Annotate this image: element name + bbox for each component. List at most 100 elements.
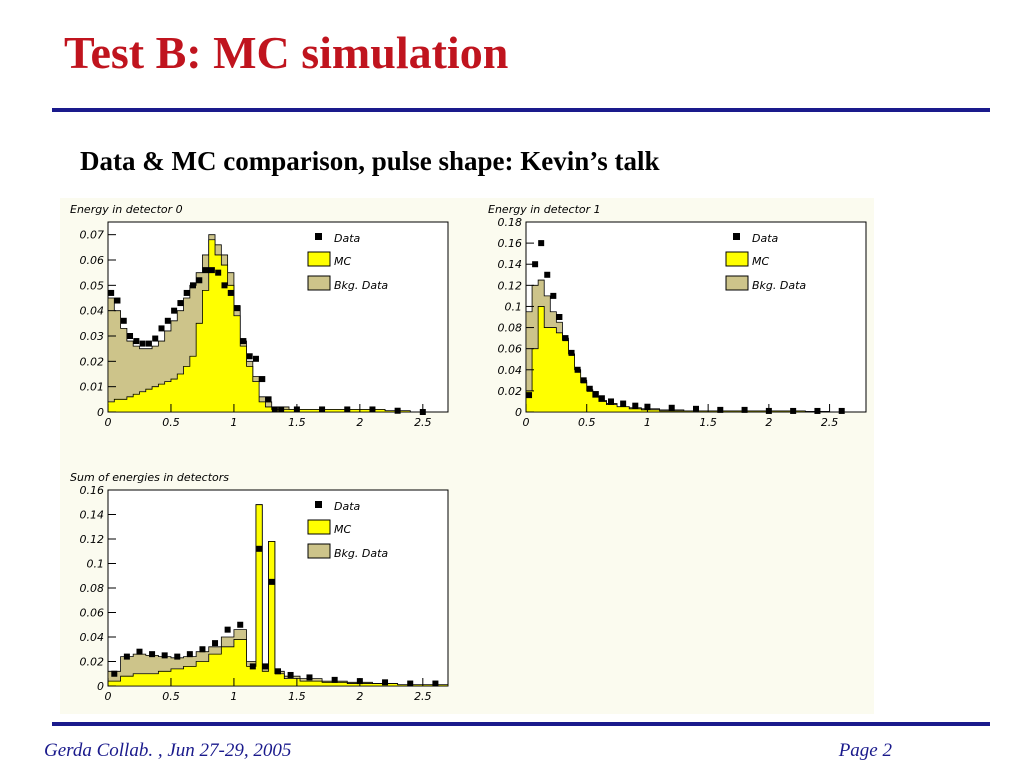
data-point <box>526 392 533 399</box>
data-point <box>382 679 389 686</box>
y-tick-label: 0.16 <box>498 237 523 250</box>
histogram-2: Sum of energies in detectors 0 0.02 0.04 0.0… <box>70 471 449 703</box>
x-tick-label: 0.5 <box>162 690 180 703</box>
data-point <box>407 680 414 687</box>
data-point <box>741 406 748 413</box>
y-tick-label: 0.16 <box>80 484 105 497</box>
figure-panel: Energy in detector 0 0 0.01 0.02 0.03 0.04 0.0… <box>60 198 874 714</box>
x-tick-label: 0 <box>523 416 530 429</box>
data-point <box>139 340 146 347</box>
data-point <box>568 349 575 356</box>
data-point <box>574 366 581 373</box>
x-tick-label: 1 <box>230 416 237 429</box>
x-tick-label: 2 <box>356 690 363 703</box>
x-tick-label: 0.5 <box>578 416 596 429</box>
data-point <box>123 653 130 660</box>
y-tick-label: 0 <box>97 406 104 419</box>
data-point <box>252 355 259 362</box>
x-tick-label: 2 <box>356 416 363 429</box>
data-point <box>259 376 266 383</box>
y-tick-label: 0.1 <box>505 300 523 313</box>
data-point <box>199 646 206 653</box>
data-point <box>344 406 351 413</box>
data-point <box>186 651 193 658</box>
legend-bkg-swatch <box>725 275 749 291</box>
data-point <box>369 406 376 413</box>
x-tick-label: 0 <box>105 690 112 703</box>
y-tick-label: 0.08 <box>80 582 105 595</box>
x-tick-label: 1.5 <box>288 690 306 703</box>
data-point <box>331 676 338 683</box>
legend-data-marker <box>315 233 322 240</box>
y-tick-label: 0.06 <box>80 254 105 267</box>
slide-title: Test B: MC simulation <box>64 27 509 78</box>
data-point <box>265 396 272 403</box>
data-point <box>592 391 599 398</box>
legend-bkg-label: Bkg. Data <box>752 279 806 292</box>
data-point <box>319 406 326 413</box>
footer-left: Gerda Collab. , Jun 27-29, 2005 <box>44 740 292 761</box>
data-point <box>149 651 156 658</box>
data-point <box>164 317 171 324</box>
legend-mc-label: MC <box>752 255 769 268</box>
legend-mc-swatch <box>307 251 331 267</box>
data-point <box>111 670 118 677</box>
data-point <box>177 300 184 307</box>
data-point <box>171 307 178 314</box>
histogram-0: Energy in detector 0 0 0.01 0.02 0.03 0.04 0.0… <box>70 203 449 429</box>
data-point <box>550 292 557 299</box>
y-tick-label: 0.07 <box>80 229 105 242</box>
data-point <box>120 317 127 324</box>
data-point <box>256 545 263 552</box>
data-point <box>240 338 247 345</box>
y-tick-label: 0.18 <box>498 216 523 229</box>
y-tick-label: 0 <box>97 680 104 693</box>
y-tick-label: 0 <box>515 406 522 419</box>
x-tick-label: 2.5 <box>414 690 432 703</box>
y-tick-label: 0.05 <box>80 279 105 292</box>
legend-mc-label: MC <box>334 255 351 268</box>
legend-bkg-label: Bkg. Data <box>334 279 388 292</box>
data-point <box>306 674 313 681</box>
data-point <box>693 405 699 412</box>
y-tick-label: 0.12 <box>80 533 105 546</box>
data-point <box>838 407 845 414</box>
slide-subtitle: Data & MC comparison, pulse shape: Kevin… <box>80 146 660 176</box>
data-point <box>562 335 569 342</box>
data-point <box>145 340 152 347</box>
data-point <box>268 578 275 585</box>
x-tick-label: 2.5 <box>414 416 432 429</box>
y-tick-label: 0.02 <box>498 385 523 398</box>
x-tick-label: 1 <box>644 416 651 429</box>
y-tick-label: 0.14 <box>498 258 523 271</box>
histogram-figure: Energy in detector 0 0 0.01 0.02 0.03 0.04 0.0… <box>70 203 867 703</box>
data-point <box>202 267 209 274</box>
data-point <box>394 407 401 414</box>
data-point <box>538 240 545 247</box>
data-point <box>136 648 143 655</box>
data-point <box>161 652 168 659</box>
data-point <box>580 377 587 384</box>
data-point <box>212 640 219 647</box>
y-tick-label: 0.06 <box>498 343 523 356</box>
data-point <box>620 400 627 407</box>
data-point <box>287 671 294 678</box>
data-point <box>246 353 253 360</box>
data-point <box>717 406 724 413</box>
data-point <box>152 335 159 342</box>
data-point <box>586 385 593 392</box>
data-point <box>668 404 675 411</box>
y-tick-label: 0.06 <box>80 607 105 620</box>
x-tick-label: 1 <box>230 690 237 703</box>
chart-title: Energy in detector 0 <box>70 203 183 216</box>
footer-page: Page 2 <box>838 740 892 761</box>
chart-title: Energy in detector 1 <box>488 203 601 216</box>
data-point <box>598 395 605 402</box>
y-tick-label: 0.12 <box>498 279 523 292</box>
x-tick-label: 2 <box>765 416 772 429</box>
data-point <box>275 668 281 675</box>
data-point <box>234 305 241 312</box>
data-point <box>608 398 614 405</box>
data-point <box>249 663 256 670</box>
legend-bkg-swatch <box>307 275 331 291</box>
